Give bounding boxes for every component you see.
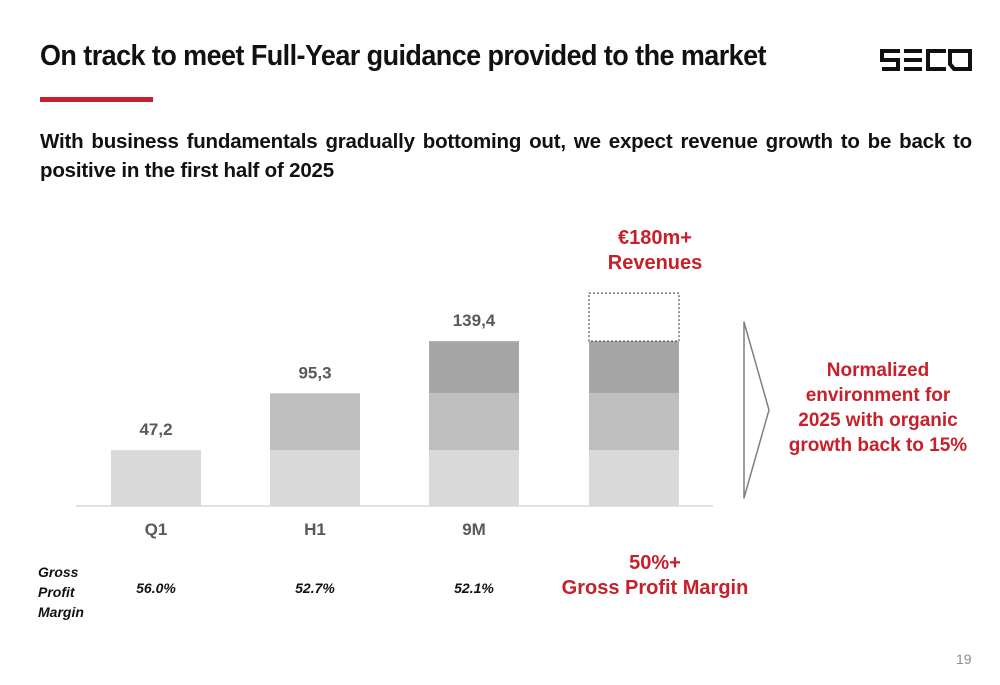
- arrow-right-icon: [743, 321, 770, 499]
- bar-segment: [589, 450, 679, 506]
- arrow-note-line: environment for: [805, 385, 951, 406]
- bar-segment: [429, 341, 519, 394]
- arrow-note-line: 2025 with organic: [798, 410, 958, 431]
- gpm-label-line: Gross: [38, 564, 79, 580]
- margin-guidance-label: Gross Profit Margin: [561, 577, 749, 599]
- x-tick-label: 9M: [462, 520, 486, 539]
- bar-segment: [429, 450, 519, 506]
- margin-guidance-value: 50%+: [629, 552, 681, 574]
- bar-segment: [589, 393, 679, 451]
- gpm-row-label: Gross Profit Margin: [38, 562, 84, 622]
- bar-segment: [270, 450, 360, 506]
- arrow-note-line: growth back to 15%: [788, 435, 968, 456]
- bar-segment: [588, 292, 680, 342]
- gpm-value-9m: 52.1%: [454, 580, 494, 596]
- bar-segment: [111, 450, 201, 506]
- arrow-note: Normalized environment for 2025 with org…: [772, 358, 984, 458]
- arrow-note-line: Normalized: [826, 360, 930, 381]
- x-tick-label: H1: [304, 520, 326, 539]
- seco-logo-icon: [880, 49, 972, 71]
- subtitle: With business fundamentals gradually bot…: [40, 130, 972, 182]
- bar-segment: [429, 393, 519, 451]
- revenue-guidance: €180m+ Revenues: [560, 226, 750, 276]
- bar-value-label: 47,2: [139, 420, 172, 439]
- margin-guidance: 50%+ Gross Profit Margin: [540, 551, 770, 601]
- gpm-value-h1: 52.7%: [295, 580, 335, 596]
- revenue-guidance-value: €180m+: [618, 227, 692, 249]
- bar-value-label: 95,3: [298, 363, 331, 382]
- x-tick-label: Q1: [145, 520, 168, 539]
- page-title: On track to meet Full-Year guidance prov…: [40, 40, 767, 72]
- bar-segment: [270, 393, 360, 451]
- gpm-label-line: Margin: [38, 604, 84, 620]
- gpm-label-line: Profit: [38, 584, 75, 600]
- bar-value-label: 139,4: [453, 311, 496, 330]
- gpm-value-q1: 56.0%: [136, 580, 176, 596]
- page-number: 19: [956, 651, 972, 667]
- bar-segment: [589, 341, 679, 394]
- revenue-guidance-label: Revenues: [607, 252, 703, 274]
- title-underline: [40, 97, 153, 102]
